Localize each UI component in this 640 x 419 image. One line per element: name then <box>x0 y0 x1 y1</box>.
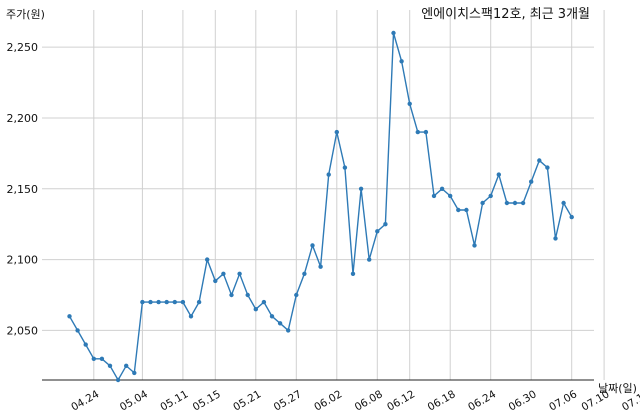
data-point <box>391 30 396 36</box>
x-tick-label: 06.12 <box>385 388 417 413</box>
x-tick-label: 05.15 <box>191 388 223 413</box>
data-point <box>245 292 250 298</box>
data-point <box>504 200 510 206</box>
data-point <box>358 186 364 191</box>
data-point <box>213 278 218 284</box>
data-point <box>310 243 315 248</box>
data-point <box>448 193 453 199</box>
data-point <box>302 271 307 276</box>
data-point <box>196 299 202 305</box>
data-point <box>277 321 283 326</box>
data-point <box>67 314 72 319</box>
x-tick-label: 04.24 <box>69 388 101 414</box>
data-point <box>399 59 404 64</box>
x-tick-labels: 04.24 05.04 05.11 05.15 05.21 05.27 06.02 06.08… <box>69 388 640 414</box>
data-point <box>326 172 331 177</box>
data-point <box>415 129 420 135</box>
y-tick-labels: 2,050 2,100 2,150 2,200 2,250 <box>7 41 39 337</box>
data-point <box>75 328 80 333</box>
x-tick-label: 05.11 <box>158 388 190 413</box>
data-point <box>261 299 267 305</box>
data-point <box>286 328 291 333</box>
data-point <box>383 222 388 227</box>
data-point <box>561 200 566 206</box>
data-point <box>375 229 380 234</box>
data-point <box>229 292 234 298</box>
price-line <box>68 32 573 382</box>
data-point <box>140 299 145 305</box>
data-point <box>342 165 348 170</box>
data-point <box>545 165 550 170</box>
data-point <box>91 356 97 361</box>
data-point <box>512 200 518 206</box>
data-point <box>253 307 258 312</box>
x-tick-label: 06.24 <box>466 388 498 414</box>
data-point <box>480 200 485 206</box>
data-point <box>464 207 469 213</box>
y-tick-label: 2,200 <box>7 112 39 125</box>
y-tick-label: 2,100 <box>7 254 39 267</box>
y-axis-label: 주가(원) <box>6 8 45 21</box>
data-point <box>456 207 461 213</box>
data-point <box>269 314 275 319</box>
grid-lines <box>42 10 605 380</box>
x-tick-label: 06.30 <box>507 388 539 413</box>
data-point <box>99 356 105 361</box>
data-point <box>124 363 129 368</box>
data-point <box>334 129 339 135</box>
data-point <box>188 314 194 319</box>
x-tick-label: 07.06 <box>547 388 579 414</box>
x-tick-label: 06.08 <box>353 388 385 413</box>
data-point <box>367 257 372 262</box>
data-point <box>472 243 477 248</box>
data-point <box>107 363 113 368</box>
data-point <box>180 299 186 305</box>
data-point <box>164 299 169 305</box>
x-axis-label: 날짜(일) <box>598 381 637 395</box>
data-point <box>569 214 574 220</box>
data-point <box>221 271 226 276</box>
price-points <box>67 30 574 383</box>
data-point <box>407 101 412 107</box>
y-tick-label: 2,250 <box>7 41 39 54</box>
data-point <box>350 271 356 276</box>
data-point <box>529 179 534 184</box>
data-point <box>294 292 299 298</box>
chart-title: 엔에이치스팩12호, 최근 3개월 <box>421 7 590 22</box>
data-point <box>83 342 88 347</box>
data-point <box>553 236 558 241</box>
data-point <box>488 193 493 199</box>
data-point <box>423 129 429 135</box>
data-point <box>318 264 323 269</box>
data-point <box>439 186 445 191</box>
data-point <box>520 200 526 206</box>
data-point <box>115 377 121 383</box>
data-point <box>172 299 177 305</box>
x-tick-label: 05.04 <box>118 388 150 414</box>
data-point <box>148 299 153 305</box>
data-point <box>537 158 542 163</box>
data-point <box>496 172 501 177</box>
data-point <box>205 257 210 262</box>
data-point <box>431 193 437 199</box>
y-tick-label: 2,150 <box>7 183 39 196</box>
x-tick-label: 05.27 <box>272 388 304 413</box>
x-tick-label: 05.21 <box>231 388 263 413</box>
x-tick-label: 06.18 <box>426 388 458 413</box>
data-point <box>237 271 242 276</box>
x-tick-label: 06.02 <box>312 388 344 413</box>
y-tick-label: 2,050 <box>7 324 39 337</box>
data-point <box>156 299 161 305</box>
data-point <box>132 370 137 376</box>
